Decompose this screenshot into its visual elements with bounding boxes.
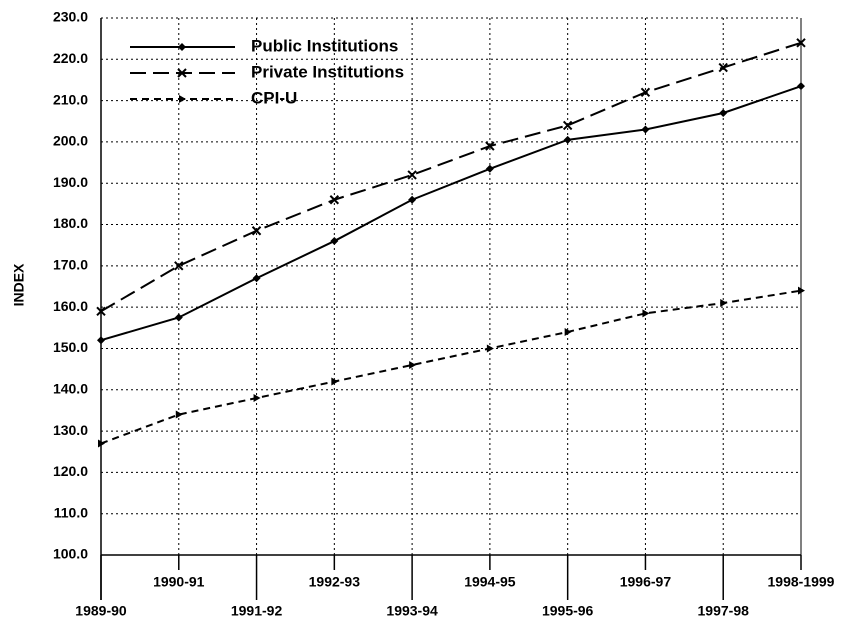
marker [642,309,650,318]
y-tick-label: 200.0 [53,133,88,149]
marker [178,43,186,51]
x-tick-label: 1996-97 [620,574,672,590]
x-tick-label: 1990-91 [153,574,205,590]
series-line [100,85,802,342]
marker [797,82,805,91]
legend-label: CPI-U [251,88,297,107]
marker [564,327,572,336]
x-tick-label: 1993-94 [386,603,438,619]
marker [718,62,728,73]
x-tick-label: 1989-90 [75,603,127,619]
marker [97,336,105,345]
marker [96,306,106,316]
marker [486,344,494,353]
y-tick-label: 210.0 [53,91,88,107]
y-tick-label: 220.0 [53,50,88,66]
marker [796,38,806,48]
series-line [100,289,802,445]
x-tick-label: 1998-1999 [768,574,835,590]
x-tick-label: 1994-95 [464,574,516,590]
marker [563,135,572,144]
marker [408,195,417,204]
marker [174,261,184,271]
marker [179,95,186,103]
marker [640,87,651,98]
series-line [100,41,802,313]
marker [798,286,805,295]
y-tick-label: 140.0 [53,380,88,396]
marker [177,68,187,78]
y-tick-label: 160.0 [53,298,88,314]
marker [485,141,495,151]
marker [331,377,339,386]
y-tick-label: 190.0 [53,174,88,190]
x-tick-label: 1995-96 [542,603,594,619]
marker [485,164,494,173]
marker [719,109,728,118]
y-tick-label: 170.0 [53,257,88,273]
x-tick-label: 1997-98 [698,603,750,619]
marker [251,226,262,236]
marker [407,170,417,180]
marker [329,195,340,205]
y-tick-label: 120.0 [53,463,88,479]
marker [175,410,183,419]
marker [562,120,573,131]
y-axis-label: INDEX [11,263,27,306]
y-tick-label: 100.0 [53,546,88,562]
y-tick-label: 130.0 [53,422,88,438]
legend-label: Public Institutions [251,36,398,55]
y-tick-label: 180.0 [53,215,88,231]
marker [174,313,183,322]
marker [641,125,650,134]
x-tick-label: 1992-93 [309,574,361,590]
y-tick-label: 110.0 [54,504,88,520]
marker [720,299,728,308]
marker [409,360,417,369]
x-tick-label: 1991-92 [231,603,283,619]
marker [253,394,261,403]
marker [252,274,261,283]
marker [330,237,339,246]
legend-label: Private Institutions [251,62,404,81]
y-tick-label: 150.0 [53,339,88,355]
marker [98,439,105,448]
y-tick-label: 230.0 [53,9,88,25]
